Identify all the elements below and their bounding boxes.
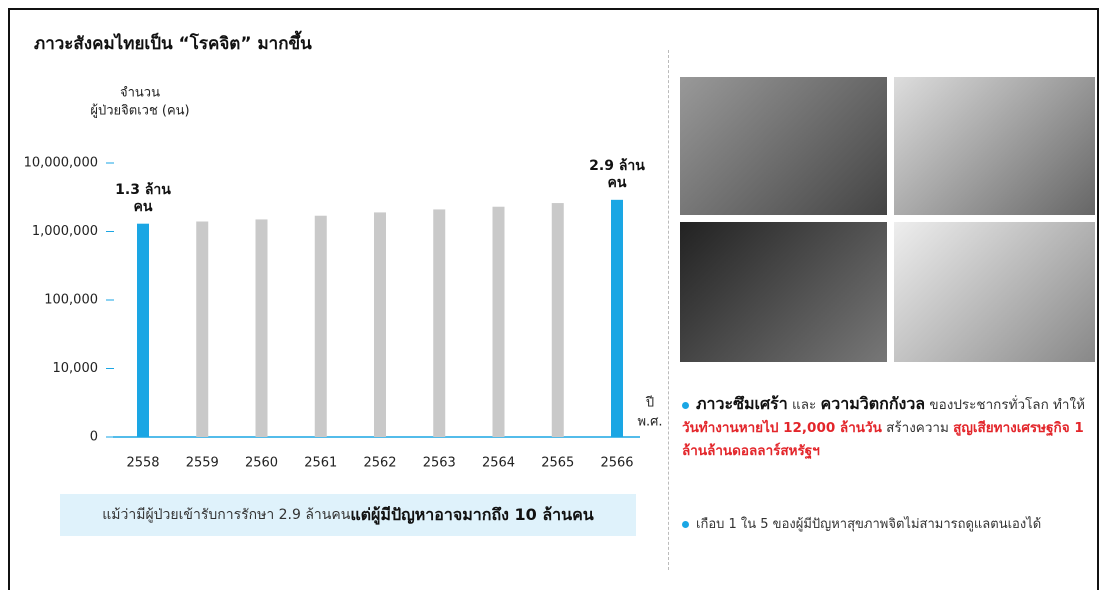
text-segment: วันทำงานหายไป 12,000 ล้านวัน (682, 420, 882, 436)
text-segment: ความวิตกกังวล (821, 394, 926, 413)
x-axis-label: ปี (645, 395, 654, 411)
y-tick-label: 1,000,000 (32, 224, 98, 239)
value-label: 1.3 ล้านคน (108, 182, 178, 216)
y-tick-label: 0 (90, 430, 98, 445)
x-tick-label: 2563 (423, 456, 456, 471)
photo (894, 222, 1095, 362)
x-axis-label: พ.ศ. (637, 415, 662, 430)
text-segment: ของประชากรทั่วโลก ทำให้ (925, 397, 1085, 413)
x-tick-label: 2559 (186, 456, 219, 471)
text-segment: และ (788, 397, 821, 413)
x-tick-label: 2560 (245, 456, 278, 471)
text-segment: แต่ผู้มีปัญหาอาจมากถึง 10 ล้านคน (350, 503, 593, 528)
x-tick-label: 2566 (600, 456, 633, 471)
text-segment: เกือบ 1 ใน 5 ของผู้มีปัญหาสุขภาพจิตไม่สา… (696, 517, 1041, 532)
bar (611, 200, 623, 437)
bar (196, 221, 208, 437)
x-tick-label: 2562 (363, 456, 396, 471)
text-segment: ภาวะซึมเศร้า (696, 394, 788, 413)
text-segment: สร้างความ (882, 420, 953, 436)
bar (315, 216, 327, 437)
photo (680, 77, 887, 215)
x-tick-label: 2558 (126, 456, 159, 471)
text-segment: แม้ว่ามีผู้ป่วยเข้ารับการรักษา 2.9 ล้านค… (102, 504, 350, 526)
y-axis-label: ผู้ป่วยจิตเวช (คน) (90, 104, 189, 119)
x-tick-label: 2564 (482, 456, 515, 471)
y-axis-label: จำนวน (120, 86, 160, 101)
page: ภาวะสังคมไทยเป็น “โรคจิต” มากขึ้น จำนวน … (0, 0, 1104, 586)
chart: จำนวน ผู้ป่วยจิตเวช (คน) ปี พ.ศ. 0 10,000… (0, 0, 670, 480)
note-box: แม้ว่ามีผู้ป่วยเข้ารับการรักษา 2.9 ล้านค… (60, 494, 636, 536)
photo (680, 222, 887, 362)
y-tick-label: 10,000 (53, 361, 99, 376)
photo (894, 77, 1095, 215)
bullet: เกือบ 1 ใน 5 ของผู้มีปัญหาสุขภาพจิตไม่สา… (682, 515, 1094, 535)
bar (374, 212, 386, 437)
bullet: ภาวะซึมเศร้า และ ความวิตกกังวล ของประชาก… (682, 392, 1094, 463)
x-tick-label: 2565 (541, 456, 574, 471)
bullet-dot (682, 402, 689, 409)
bar (493, 207, 505, 437)
bar (552, 203, 564, 437)
y-tick-label: 10,000,000 (24, 156, 98, 171)
y-tick-label: 100,000 (44, 293, 98, 308)
bar (433, 209, 445, 437)
bullet-dot (682, 521, 689, 528)
bar (137, 224, 149, 437)
value-label: 2.9 ล้านคน (582, 158, 652, 192)
bar (256, 219, 268, 437)
x-tick-label: 2561 (304, 456, 337, 471)
